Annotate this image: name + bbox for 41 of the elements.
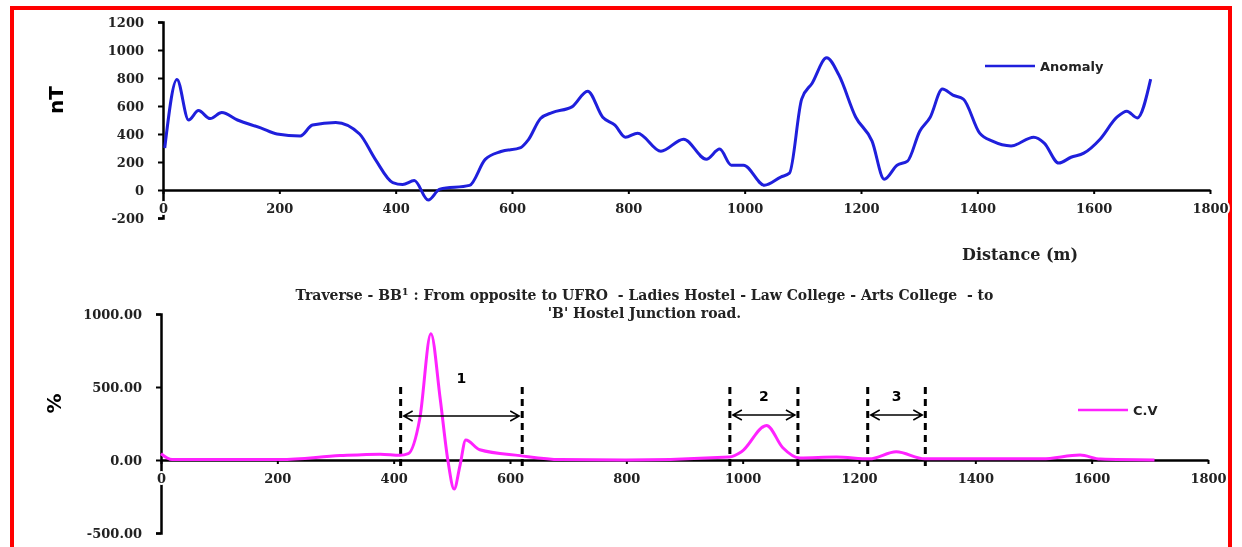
x-tick-label: 600 xyxy=(496,471,525,487)
x-tick-label: 800 xyxy=(613,471,641,487)
y-tick-label: 1200 xyxy=(107,14,144,30)
x-tick-label: 1600 xyxy=(1076,201,1113,217)
x-tick-label: 200 xyxy=(266,201,294,217)
legend-label: Anomaly xyxy=(1040,59,1105,74)
x-tick-label: 1600 xyxy=(1074,471,1111,487)
x-tick-label: 1800 xyxy=(1192,201,1229,217)
y-tick-label: 1000.00 xyxy=(83,306,142,322)
y-axis-title: nT xyxy=(44,85,68,114)
x-tick-label: 200 xyxy=(264,471,292,487)
annotation: 2 xyxy=(759,388,769,404)
y-tick-label: -500.00 xyxy=(86,525,142,541)
y-tick-label: 800 xyxy=(116,70,144,86)
line-series xyxy=(159,332,1156,491)
x-tick-label: 1800 xyxy=(1190,471,1227,487)
legend-label: C.V xyxy=(1133,403,1158,418)
x-tick-label: 600 xyxy=(498,201,527,217)
y-tick-label: 600 xyxy=(116,98,144,114)
y-tick-label: -200 xyxy=(111,210,144,226)
x-tick-label: 1000 xyxy=(727,201,764,217)
x-tick-label: 1200 xyxy=(841,471,878,487)
x-tick-label: 1400 xyxy=(959,201,996,217)
y-tick-label: 200 xyxy=(116,154,144,170)
x-tick-label: 1200 xyxy=(843,201,880,217)
chart-title: Traverse - BB$^{1}$ : From opposite to UFRO - Ladies Hostel - Law College - Arts College - to 'B' Hostel Junction road. xyxy=(295,285,994,321)
y-tick-label: 1000 xyxy=(107,42,144,58)
annotation: 3 xyxy=(891,388,902,404)
annotation: 1 xyxy=(456,370,467,386)
y-tick-label: 0.00 xyxy=(110,452,142,468)
x-tick-label: 400 xyxy=(382,201,410,217)
y-tick-label: 0 xyxy=(134,182,144,198)
x-tick-label: 1400 xyxy=(957,471,994,487)
y-tick-label: 400 xyxy=(116,126,144,142)
y-axis-title: % xyxy=(42,393,66,414)
x-tick-label: 1000 xyxy=(725,471,762,487)
line-series xyxy=(163,56,1153,202)
x-tick-label: 400 xyxy=(380,471,408,487)
x-axis-title: Distance (m) xyxy=(962,245,1078,264)
x-tick-label: 800 xyxy=(615,201,643,217)
y-tick-label: 500.00 xyxy=(92,379,142,395)
